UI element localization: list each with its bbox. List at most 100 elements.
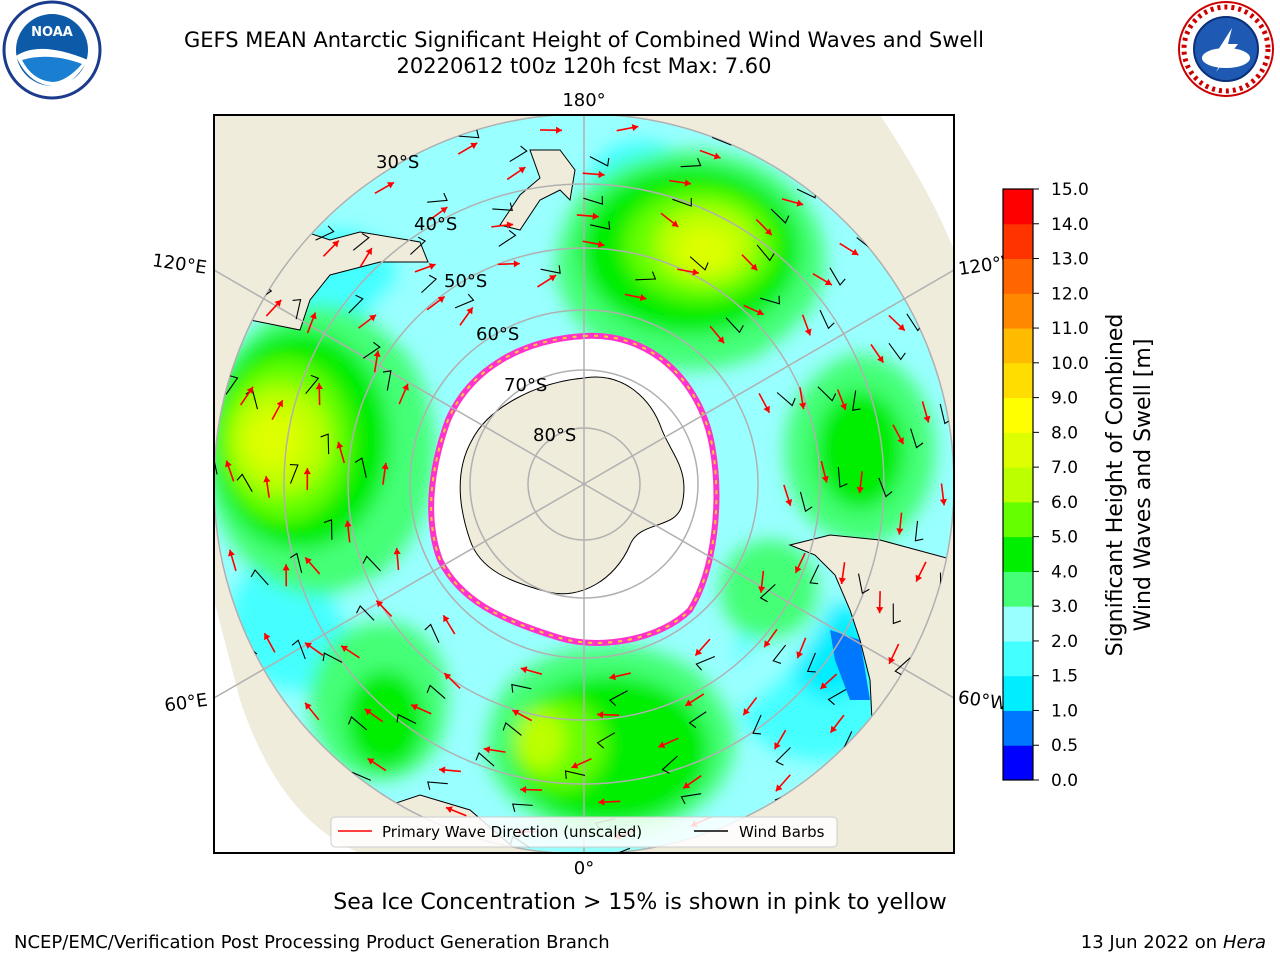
- wind-barb: [661, 755, 678, 774]
- wind-barb: [635, 271, 657, 281]
- wave-direction-arrowhead: [915, 574, 923, 582]
- colorbar-tick-label: 14.0: [1051, 215, 1089, 235]
- wave-direction-arrowhead: [555, 126, 563, 134]
- wind-barb: [214, 453, 218, 475]
- wind-barb: [427, 192, 448, 203]
- wind-barb: [427, 781, 448, 790]
- wind-barb: [770, 208, 790, 224]
- wave-direction-arrowhead: [344, 520, 352, 527]
- vector-layer: [214, 114, 954, 854]
- wind-barb: [289, 464, 299, 484]
- colorbar-segment: [1003, 745, 1033, 781]
- wave-direction-arrowhead: [785, 499, 793, 506]
- colorbar: 0.0 0.5 1.0 1.5 2.0 3.0 4.0 5.0 6.0 7.0 8.0 9.0 10.0…: [1002, 180, 1089, 791]
- wind-barb: [322, 652, 343, 663]
- wind-barb: [320, 433, 330, 455]
- wind-barb: [892, 603, 902, 625]
- wave-direction-arrowhead: [443, 615, 450, 623]
- wind-barb: [421, 274, 438, 294]
- colorbar-tick-label: 3.0: [1051, 597, 1078, 617]
- wind-barb: [424, 623, 440, 643]
- wind-barb: [323, 519, 333, 540]
- wind-barb: [540, 265, 561, 274]
- wave-direction-arrowhead: [756, 308, 764, 316]
- credit-date: 13 Jun 2022 on Hera: [1081, 932, 1266, 953]
- wind-barb: [362, 341, 381, 359]
- wind-barb: [409, 236, 427, 255]
- colorbar-tick-label: 11.0: [1051, 319, 1089, 339]
- wind-barb: [498, 229, 517, 247]
- wave-direction-arrowhead: [598, 798, 605, 806]
- wind-barb: [894, 657, 911, 676]
- wave-direction-arrowhead: [263, 475, 271, 483]
- colorbar-tick-label: 8.0: [1051, 423, 1078, 443]
- wind-barb: [492, 202, 513, 211]
- wave-direction-arrowhead: [439, 766, 446, 774]
- wind-barb: [776, 392, 796, 407]
- wind-barb: [837, 466, 848, 488]
- wind-barb: [512, 803, 533, 812]
- wind-barb: [625, 114, 647, 116]
- colorbar-tick-label: 1.0: [1051, 701, 1078, 721]
- wave-direction-arrowhead: [402, 383, 409, 391]
- wave-direction-arrowhead: [695, 648, 703, 656]
- colorbar-tick-label: 1.5: [1051, 667, 1078, 687]
- wind-barb: [760, 295, 780, 305]
- wind-barb: [852, 390, 861, 411]
- wave-direction-arrowhead: [428, 263, 436, 270]
- wave-direction-arrowhead: [775, 784, 783, 792]
- colorbar-tick-label: 4.0: [1051, 562, 1078, 582]
- wave-direction-arrowhead: [856, 486, 864, 494]
- wave-direction-arrowhead: [376, 600, 384, 608]
- wave-direction-arrowhead: [597, 711, 604, 719]
- wind-barb: [583, 196, 604, 205]
- wave-direction-arrowhead: [513, 260, 520, 268]
- wind-barb: [305, 374, 320, 395]
- wind-barb: [354, 457, 367, 478]
- noaa-logo: NOAA: [2, 0, 102, 100]
- nws-logo: [1178, 1, 1274, 97]
- wind-barb: [362, 555, 381, 572]
- wave-direction-arrowhead: [774, 742, 781, 750]
- wind-barb: [725, 317, 744, 334]
- wave-direction-arrowhead: [305, 557, 312, 565]
- wind-barb: [817, 386, 837, 402]
- wind-barb: [752, 714, 762, 735]
- wave-direction-arrowhead: [393, 548, 401, 555]
- lat-label-50s: 50°S: [444, 271, 487, 292]
- wind-barb: [829, 267, 846, 286]
- wave-direction-arrowhead: [851, 248, 859, 256]
- colorbar-label-line1: Significant Height of Combined: [1103, 314, 1128, 657]
- chart-title: GEFS MEAN Antarctic Significant Height o…: [183, 28, 985, 52]
- lat-label-30s: 30°S: [376, 152, 419, 173]
- wave-direction-arrowhead: [483, 746, 491, 754]
- wind-barb: [689, 256, 709, 271]
- colorbar-tick-label: 13.0: [1051, 250, 1089, 270]
- wind-barb: [914, 520, 924, 542]
- lon-label-180: 180°: [562, 90, 605, 111]
- wind-barb: [759, 583, 776, 603]
- wave-direction-arrowhead: [367, 758, 375, 765]
- wind-barb: [426, 684, 446, 699]
- chart-subtitle: 20220612 t00z 120h fcst Max: 7.60: [396, 54, 772, 78]
- colorbar-segment: [1003, 328, 1033, 364]
- wave-height-field: [214, 114, 954, 854]
- wind-barb: [596, 732, 616, 749]
- wind-barb: [509, 145, 528, 163]
- wave-direction-arrowhead: [639, 294, 647, 302]
- wave-direction-arrowhead: [437, 296, 445, 303]
- colorbar-segment: [1003, 189, 1033, 225]
- wave-direction-arrowhead: [282, 564, 290, 571]
- wave-direction-arrowhead: [876, 607, 884, 614]
- wave-direction-arrowhead: [897, 437, 904, 445]
- wave-direction-arrowhead: [758, 586, 766, 593]
- colorbar-segment: [1003, 675, 1033, 711]
- wind-barb: [292, 298, 302, 320]
- wind-barb: [356, 605, 375, 621]
- wind-barb: [888, 342, 906, 361]
- wind-barb: [352, 232, 370, 251]
- wave-direction-arrowhead: [512, 709, 520, 717]
- wave-direction-arrowhead: [820, 682, 828, 689]
- wind-barb: [589, 156, 610, 167]
